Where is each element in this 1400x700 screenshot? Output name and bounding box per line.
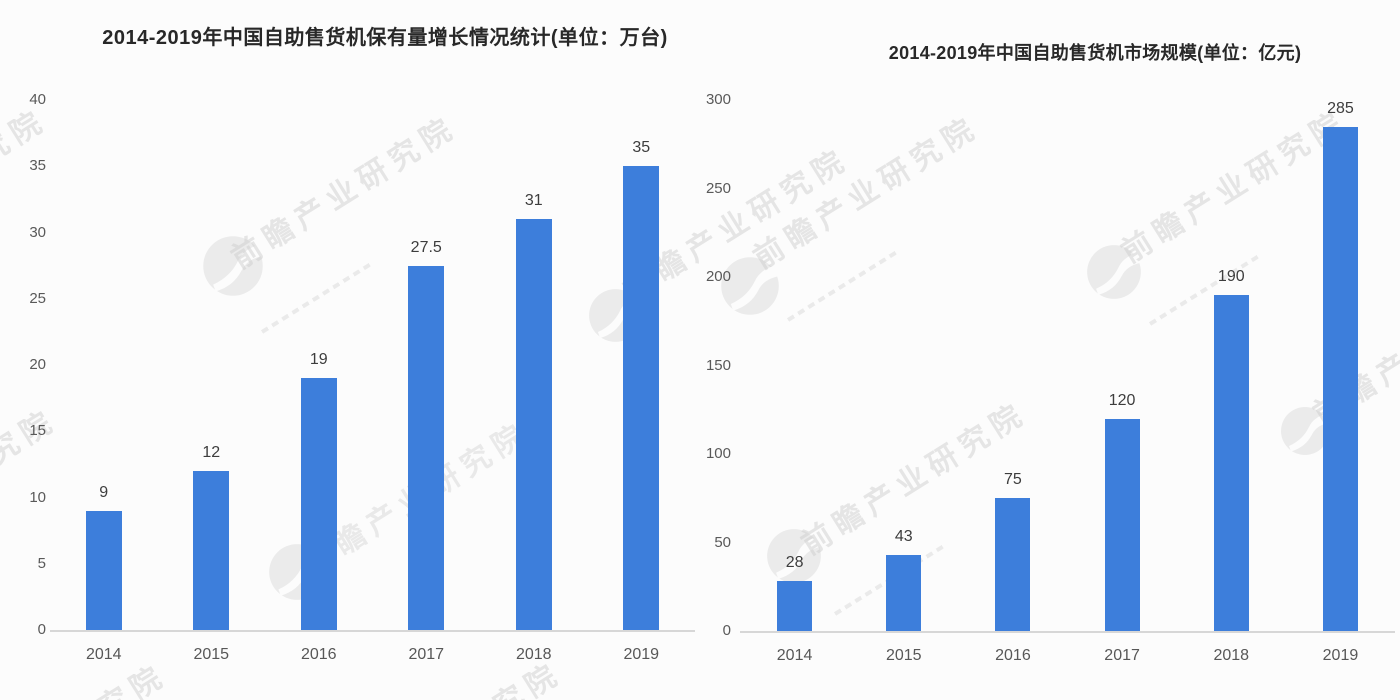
bar-value-label: 19 — [309, 351, 328, 369]
bar-slot: 31 — [480, 192, 588, 630]
bar-2018 — [1213, 294, 1249, 631]
y-axis-tick-label: 250 — [705, 179, 731, 197]
bar-slot: 12 — [158, 444, 266, 630]
chart-title: 2014-2019年中国自助售货机保有量增长情况统计(单位：万台) — [102, 26, 668, 49]
x-axis-label: 2015 — [885, 647, 922, 664]
y-axis-tick-label: 25 — [29, 289, 46, 307]
bar-value-label: 285 — [1327, 99, 1354, 117]
bar-2014 — [777, 581, 813, 631]
x-axis-label: 2019 — [1322, 647, 1359, 664]
bar-2019 — [623, 166, 660, 630]
y-axis-tick-label: 10 — [29, 488, 46, 506]
chart-vending-machine-holdings: 2014-2019年中国自助售货机保有量增长情况统计(单位：万台) 0 5 10 15… — [0, 26, 695, 664]
x-axis-label: 2016 — [995, 647, 1031, 664]
bar-slot: 75 — [958, 471, 1067, 631]
y-axis-tick-label: 30 — [29, 223, 46, 241]
bar-value-label: 27.5 — [410, 238, 442, 256]
x-axis-label: 2018 — [1213, 647, 1250, 664]
y-axis-tick-label: 0 — [37, 621, 46, 638]
y-axis-tick-label: 0 — [722, 622, 731, 639]
chart-title: 2014-2019年中国自助售货机市场规模(单位：亿元) — [888, 42, 1302, 63]
bar-value-label: 190 — [1217, 267, 1245, 285]
y-axis-tick-label: 300 — [705, 91, 731, 108]
plot-area: 9 12 19 27.5 31 35 — [50, 100, 695, 632]
y-axis-tick-label: 150 — [705, 356, 731, 374]
bar-value-label: 43 — [894, 527, 913, 545]
bar-value-label: 9 — [99, 483, 109, 501]
x-axis-label: 2014 — [776, 647, 813, 664]
y-axis-tick-label: 20 — [29, 356, 46, 373]
chart-vending-machine-market-size: 2014-2019年中国自助售货机市场规模(单位：亿元) 0 50 100 150 20… — [700, 0, 1400, 700]
x-axis-label: 2018 — [515, 646, 552, 663]
bar-value-label: 35 — [632, 139, 651, 157]
bar-slot: 27.5 — [373, 239, 481, 630]
bar-value-label: 75 — [1004, 471, 1022, 489]
bar-2019 — [1322, 126, 1358, 631]
x-axis-label: 2015 — [193, 646, 230, 663]
bar-value-label: 120 — [1108, 391, 1136, 409]
bar-slot: 19 — [265, 351, 373, 630]
bar-2016 — [995, 498, 1031, 631]
y-axis-tick-label: 200 — [705, 268, 731, 285]
bar-2018 — [515, 219, 552, 630]
bar-2015 — [193, 471, 230, 630]
bar-slot: 120 — [1068, 392, 1177, 631]
y-axis-tick-label: 100 — [705, 445, 731, 462]
bar-2014 — [85, 510, 122, 630]
bar-slot: 9 — [50, 484, 158, 630]
x-axis: 2014 2015 2016 2017 2018 2019 — [740, 633, 1395, 665]
bar-slot: 35 — [588, 139, 696, 630]
bar-value-label: 28 — [785, 554, 804, 572]
x-axis-label: 2014 — [85, 646, 122, 663]
y-axis: 0 5 10 15 20 25 30 35 40 — [0, 91, 46, 638]
bar-slot: 285 — [1286, 100, 1395, 631]
bar-2017 — [1104, 418, 1140, 631]
bar-slot: 28 — [740, 554, 849, 631]
bar-value-label: 12 — [202, 444, 221, 461]
y-axis-tick-label: 15 — [29, 422, 46, 440]
bar-2015 — [886, 554, 922, 631]
bar-2017 — [408, 265, 445, 630]
x-axis-label: 2017 — [1104, 647, 1140, 664]
bar-slot: 43 — [849, 528, 958, 631]
x-axis: 2014 2015 2016 2017 2018 2019 — [50, 632, 695, 664]
y-axis-tick-label: 5 — [37, 554, 46, 572]
bar-value-label: 31 — [524, 192, 543, 210]
y-axis-tick-label: 50 — [714, 533, 731, 551]
x-axis-label: 2017 — [408, 646, 445, 663]
x-axis-label: 2016 — [300, 646, 337, 663]
y-axis: 0 50 100 150 200 250 300 — [700, 91, 731, 639]
bar-2016 — [300, 378, 337, 630]
y-axis-tick-label: 40 — [29, 91, 46, 108]
x-axis-label: 2019 — [623, 646, 660, 663]
plot-area: 28 43 75 120 190 285 — [740, 100, 1395, 633]
y-axis-tick-label: 35 — [29, 157, 46, 175]
bar-slot: 190 — [1177, 268, 1286, 631]
